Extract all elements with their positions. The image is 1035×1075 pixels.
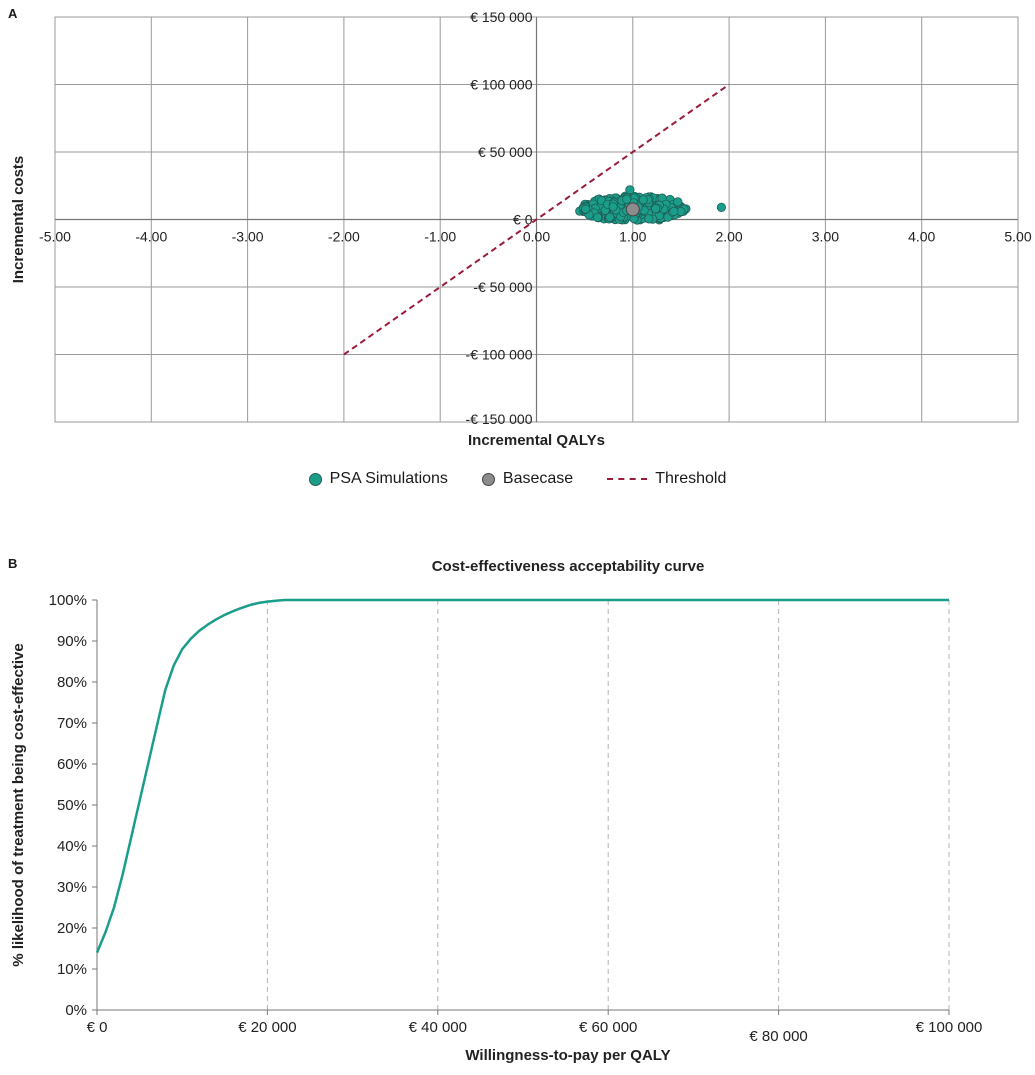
y-tick-label: 10% bbox=[57, 961, 87, 978]
threshold-line-icon bbox=[607, 478, 648, 480]
panel-b-label: B bbox=[8, 556, 18, 571]
psa-marker-icon bbox=[308, 472, 322, 486]
ceac-plot-svg: Cost-effectiveness acceptability curve 0%… bbox=[10, 558, 983, 1064]
x-tick-label: -5.00 bbox=[39, 229, 71, 245]
legend-item-threshold: Threshold bbox=[607, 470, 726, 488]
x-tick-label: 4.00 bbox=[908, 229, 935, 245]
psa-point bbox=[638, 195, 648, 205]
threshold-line bbox=[343, 83, 730, 356]
psa-point bbox=[651, 204, 661, 214]
x-tick-label: € 100 000 bbox=[916, 1019, 983, 1036]
x-tick-label: 1.00 bbox=[619, 229, 646, 245]
y-axis-title: % likelihood of treatment being cost-eff… bbox=[10, 643, 27, 966]
psa-point bbox=[669, 206, 679, 216]
y-tick-label: -€ 150 000 bbox=[466, 411, 533, 427]
y-axis-title: Incremental costs bbox=[10, 156, 27, 284]
psa-point bbox=[608, 202, 618, 212]
y-tick-label: 60% bbox=[57, 756, 87, 773]
x-tick-label: € 20 000 bbox=[238, 1019, 296, 1036]
psa-point bbox=[716, 202, 726, 212]
x-tick-label: 0.00 bbox=[523, 229, 550, 245]
psa-point bbox=[673, 197, 683, 207]
psa-point bbox=[581, 204, 591, 214]
x-tick-label: € 0 bbox=[87, 1019, 108, 1036]
y-tick-label: 50% bbox=[57, 797, 87, 814]
chart-title: Cost-effectiveness acceptability curve bbox=[432, 558, 705, 575]
x-tick-label: -1.00 bbox=[424, 229, 456, 245]
y-tick-label: 70% bbox=[57, 715, 87, 732]
y-tick-label: 90% bbox=[57, 633, 87, 650]
psa-point bbox=[605, 212, 615, 222]
x-axis-title: Incremental QALYs bbox=[468, 432, 605, 449]
y-tick-label: -€ 50 000 bbox=[473, 279, 532, 295]
x-tick-label: -3.00 bbox=[232, 229, 264, 245]
x-tick-label: € 80 000 bbox=[749, 1028, 807, 1045]
legend-label-threshold: Threshold bbox=[655, 470, 727, 487]
panel-a-label: A bbox=[8, 6, 18, 21]
x-tick-label: 3.00 bbox=[812, 229, 839, 245]
x-tick-label: € 60 000 bbox=[579, 1019, 637, 1036]
y-tick-label: 100% bbox=[49, 592, 87, 609]
y-tick-label: 0% bbox=[65, 1002, 87, 1019]
x-tick-label: 5.00 bbox=[1004, 229, 1031, 245]
legend-label-basecase: Basecase bbox=[502, 470, 574, 487]
y-tick-label: € 100 000 bbox=[470, 77, 532, 93]
y-tick-label: 30% bbox=[57, 879, 87, 896]
ceac-chart-panel: Cost-effectiveness acceptability curve 0%… bbox=[0, 550, 1035, 1070]
x-tick-label: € 40 000 bbox=[409, 1019, 467, 1036]
y-tick-label: 40% bbox=[57, 838, 87, 855]
x-tick-label: -4.00 bbox=[135, 229, 167, 245]
scatter-plot-svg: -5.00 -4.00 -3.00 -2.00 -1.00 0.00 1.00 2.00 3.0… bbox=[10, 9, 1032, 449]
psa-point bbox=[622, 194, 632, 204]
legend-item-psa: PSA Simulations bbox=[308, 470, 448, 488]
y-tick-label: € 0 bbox=[513, 212, 533, 228]
y-tick-label: € 150 000 bbox=[470, 9, 532, 25]
psa-simulation-points bbox=[575, 185, 726, 225]
x-axis-title: Willingness-to-pay per QALY bbox=[465, 1047, 670, 1064]
y-tick-label: € 50 000 bbox=[478, 144, 533, 160]
psa-point bbox=[593, 212, 603, 223]
psa-point bbox=[644, 214, 654, 224]
x-tick-label: -2.00 bbox=[328, 229, 360, 245]
y-tick-label: 80% bbox=[57, 674, 87, 691]
y-tick-label: 20% bbox=[57, 920, 87, 937]
scatter-chart-panel: -5.00 -4.00 -3.00 -2.00 -1.00 0.00 1.00 2.00 3.0… bbox=[0, 0, 1035, 500]
scatter-legend: PSA Simulations Basecase Threshold bbox=[0, 470, 1035, 488]
ceac-line bbox=[95, 598, 949, 954]
basecase-marker-icon bbox=[481, 472, 495, 486]
legend-label-psa: PSA Simulations bbox=[329, 470, 448, 487]
psa-point bbox=[625, 185, 635, 195]
x-tick-label: 2.00 bbox=[715, 229, 742, 245]
basecase-point bbox=[625, 202, 640, 217]
legend-item-basecase: Basecase bbox=[481, 470, 574, 488]
y-tick-label: -€ 100 000 bbox=[466, 347, 533, 363]
